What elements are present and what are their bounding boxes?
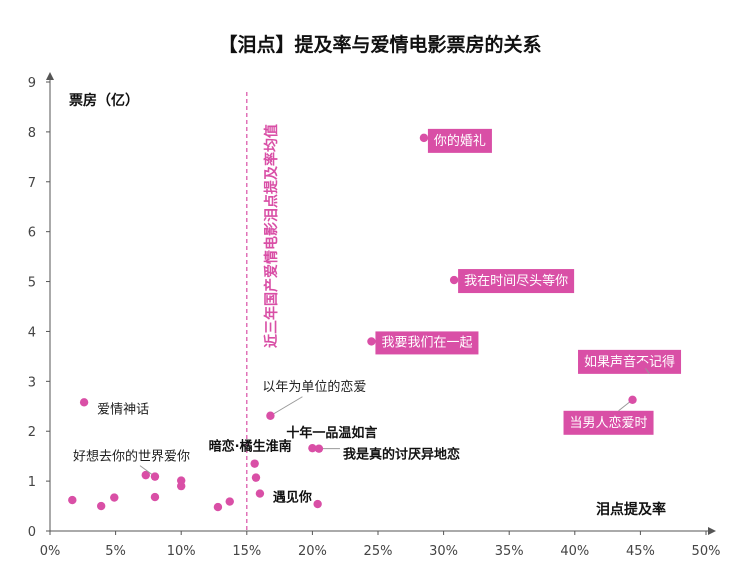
data-label-group: 我是真的讨厌异地恋 (314, 444, 460, 463)
axes: 0% 5% 10% 15% 20% 25% 30% 35% 40% 45% 50% 0 1 2 3 4 5 6 7 8… (28, 72, 721, 559)
y-tick-label: 0 (28, 525, 36, 540)
data-label-box (427, 128, 492, 153)
data-label-group: 当男人恋爱时 (563, 395, 654, 435)
y-tick-label: 2 (28, 425, 36, 440)
scatter-point (255, 489, 265, 498)
data-label: 十年一品温如言 (286, 425, 377, 441)
y-tick-label: 8 (28, 126, 36, 141)
x-tick-label: 0% (40, 544, 61, 559)
data-label: 当男人恋爱时 (570, 415, 648, 431)
x-axis-title: 泪点提及率 (596, 501, 666, 518)
y-tick-label: 6 (28, 226, 36, 241)
y-tick-label: 3 (28, 375, 36, 390)
y-tick-label: 4 (28, 325, 36, 340)
data-label: 我在时间尽头等你 (464, 273, 568, 289)
y-tick-label: 9 (28, 76, 36, 91)
scatter-point (68, 495, 77, 505)
data-label-group: 遇见你 (255, 489, 312, 506)
y-axis-arrow (46, 72, 54, 80)
scatter-point (638, 360, 648, 370)
scatter-point (367, 337, 376, 346)
scatter-point (177, 481, 186, 491)
leader-line (270, 396, 303, 417)
scatter-point (308, 443, 317, 453)
x-tick-label: 25% (364, 544, 393, 559)
data-label-group: 以年为单位的恋爱 (262, 379, 366, 420)
data-label-box (563, 410, 654, 435)
scatter-point (628, 395, 637, 404)
data-label-box (458, 269, 575, 294)
data-label-group: 我在时间尽头等你 (449, 269, 575, 294)
scatter-point (313, 499, 322, 509)
scatter-point (449, 275, 459, 285)
average-line-group: 近三年国产爱情电影泪点提及率均值 (246, 92, 280, 531)
data-label: 你的婚礼 (434, 133, 486, 149)
data-label: 我要我们在一起 (381, 335, 472, 350)
x-tick-label: 45% (626, 544, 655, 559)
scatter-point (141, 470, 150, 480)
scatter-point (150, 492, 160, 502)
data-label: 好想去你的世界爱你 (73, 449, 190, 465)
data-label-group: 爱情神话 (79, 398, 149, 417)
data-label: 遇见你 (273, 490, 312, 506)
x-tick-label: 15% (232, 544, 261, 559)
y-tick-label: 1 (28, 475, 36, 490)
data-label-group: 暗恋·橘生淮南 (209, 439, 292, 468)
x-tick-label: 20% (298, 544, 327, 559)
x-tick-label: 5% (105, 544, 126, 559)
scatter-point (266, 411, 275, 420)
scatter-point (96, 501, 106, 511)
data-label-group: 你的婚礼 (419, 128, 492, 153)
data-label-box (375, 331, 479, 355)
data-label: 以年为单位的恋爱 (262, 379, 366, 395)
data-label: 爱情神话 (97, 402, 149, 417)
x-tick-label: 40% (560, 544, 589, 559)
average-line-label: 近三年国产爱情电影泪点提及率均值 (263, 124, 280, 348)
points-layer (68, 470, 322, 512)
data-label-group: 如果声音不记得 (578, 349, 682, 375)
x-tick-label: 35% (495, 544, 524, 559)
y-tick-label: 7 (28, 176, 36, 191)
data-label: 我是真的讨厌异地恋 (343, 447, 460, 463)
scatter-point (419, 133, 429, 143)
scatter-point (110, 493, 119, 502)
scatter-point (251, 473, 261, 482)
scatter-point (314, 444, 324, 453)
x-tick-label: 50% (692, 544, 721, 559)
x-tick-label: 30% (429, 544, 458, 559)
data-label-group: 十年一品温如言 (286, 425, 377, 453)
scatter-point (213, 502, 223, 512)
x-axis-arrow (708, 527, 716, 535)
scatter-point (150, 472, 160, 481)
data-label: 如果声音不记得 (584, 354, 675, 370)
data-label: 暗恋·橘生淮南 (209, 439, 292, 455)
scatter-point (250, 459, 259, 468)
data-label-group: 好想去你的世界爱你 (73, 449, 190, 481)
scatter-point (79, 398, 89, 407)
y-tick-label: 5 (28, 276, 36, 291)
x-tick-label: 10% (167, 544, 196, 559)
y-axis-title: 票房（亿） (69, 92, 139, 109)
data-label-group: 我要我们在一起 (367, 331, 479, 355)
scatter-point (225, 497, 234, 506)
data-label-box (578, 349, 682, 374)
chart-title: 【泪点】提及率与爱情电影票房的关系 (218, 33, 541, 56)
